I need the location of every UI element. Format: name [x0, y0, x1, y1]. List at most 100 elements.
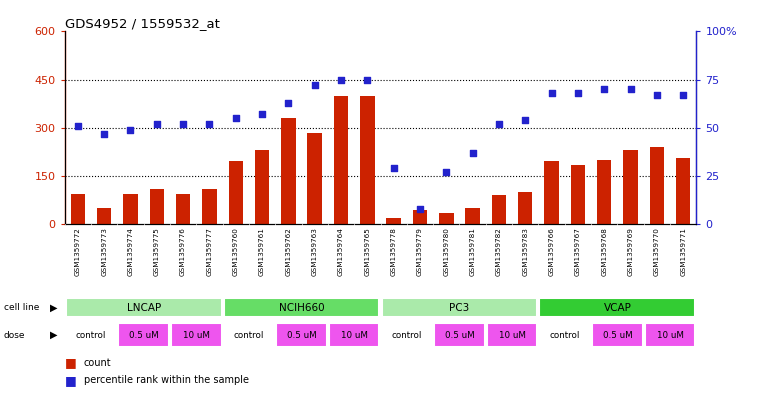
- Point: [651, 92, 663, 98]
- Text: GSM1359769: GSM1359769: [628, 228, 633, 276]
- Point: [598, 86, 610, 92]
- Bar: [71, 193, 85, 224]
- Text: ■: ■: [65, 374, 76, 387]
- Bar: [518, 192, 533, 224]
- Bar: [123, 193, 138, 224]
- Text: 0.5 uM: 0.5 uM: [444, 331, 474, 340]
- Bar: [540, 298, 696, 317]
- Text: GSM1359771: GSM1359771: [680, 228, 686, 276]
- Text: GSM1359778: GSM1359778: [390, 228, 396, 276]
- Bar: [329, 323, 380, 347]
- Text: GSM1359763: GSM1359763: [312, 228, 317, 276]
- Text: control: control: [76, 331, 107, 340]
- Text: 0.5 uM: 0.5 uM: [129, 331, 158, 340]
- Text: GDS4952 / 1559532_at: GDS4952 / 1559532_at: [65, 17, 220, 30]
- Bar: [492, 195, 506, 224]
- Text: GSM1359777: GSM1359777: [206, 228, 212, 276]
- Bar: [387, 218, 401, 224]
- Bar: [119, 323, 169, 347]
- Text: NCIH660: NCIH660: [279, 303, 324, 312]
- Text: ▶: ▶: [49, 303, 57, 312]
- Text: 10 uM: 10 uM: [183, 331, 210, 340]
- Point: [677, 92, 689, 98]
- Point: [466, 150, 479, 156]
- Text: GSM1359768: GSM1359768: [601, 228, 607, 276]
- Bar: [171, 323, 221, 347]
- Text: VCAP: VCAP: [603, 303, 632, 312]
- Point: [98, 130, 110, 137]
- Text: 10 uM: 10 uM: [341, 331, 368, 340]
- Bar: [592, 323, 642, 347]
- Text: control: control: [549, 331, 580, 340]
- Bar: [571, 165, 585, 224]
- Bar: [381, 298, 537, 317]
- Bar: [97, 208, 111, 224]
- Text: GSM1359780: GSM1359780: [444, 228, 449, 276]
- Point: [151, 121, 163, 127]
- Text: GSM1359774: GSM1359774: [128, 228, 133, 276]
- Text: GSM1359781: GSM1359781: [470, 228, 476, 276]
- Point: [519, 117, 531, 123]
- Bar: [276, 323, 326, 347]
- Text: GSM1359772: GSM1359772: [75, 228, 81, 276]
- Text: GSM1359773: GSM1359773: [101, 228, 107, 276]
- Bar: [65, 298, 221, 317]
- Point: [72, 123, 84, 129]
- Bar: [281, 118, 295, 224]
- Text: 0.5 uM: 0.5 uM: [603, 331, 632, 340]
- Bar: [360, 95, 374, 224]
- Point: [625, 86, 637, 92]
- Point: [282, 99, 295, 106]
- Text: GSM1359776: GSM1359776: [180, 228, 186, 276]
- Text: GSM1359761: GSM1359761: [259, 228, 265, 276]
- Bar: [334, 95, 349, 224]
- Point: [546, 90, 558, 96]
- Bar: [224, 323, 274, 347]
- Bar: [439, 213, 454, 224]
- Text: 0.5 uM: 0.5 uM: [287, 331, 317, 340]
- Point: [387, 165, 400, 171]
- Bar: [228, 162, 243, 224]
- Bar: [202, 189, 217, 224]
- Point: [440, 169, 452, 175]
- Point: [572, 90, 584, 96]
- Text: 10 uM: 10 uM: [498, 331, 526, 340]
- Text: GSM1359765: GSM1359765: [365, 228, 371, 276]
- Point: [124, 127, 136, 133]
- Bar: [676, 158, 690, 224]
- Text: control: control: [234, 331, 264, 340]
- Point: [177, 121, 189, 127]
- Bar: [466, 208, 480, 224]
- Text: GSM1359764: GSM1359764: [338, 228, 344, 276]
- Bar: [176, 193, 190, 224]
- Bar: [487, 323, 537, 347]
- Point: [230, 115, 242, 121]
- Text: cell line: cell line: [4, 303, 39, 312]
- Bar: [224, 298, 380, 317]
- Bar: [540, 323, 590, 347]
- Bar: [597, 160, 611, 224]
- Text: GSM1359767: GSM1359767: [575, 228, 581, 276]
- Point: [361, 76, 374, 83]
- Bar: [65, 323, 116, 347]
- Text: GSM1359766: GSM1359766: [549, 228, 555, 276]
- Text: 10 uM: 10 uM: [657, 331, 683, 340]
- Text: ▶: ▶: [49, 330, 57, 340]
- Text: PC3: PC3: [449, 303, 470, 312]
- Text: count: count: [84, 358, 111, 367]
- Bar: [650, 147, 664, 224]
- Text: GSM1359779: GSM1359779: [417, 228, 423, 276]
- Text: percentile rank within the sample: percentile rank within the sample: [84, 375, 249, 385]
- Text: GSM1359783: GSM1359783: [522, 228, 528, 276]
- Text: GSM1359760: GSM1359760: [233, 228, 239, 276]
- Bar: [544, 162, 559, 224]
- Bar: [623, 150, 638, 224]
- Bar: [307, 132, 322, 224]
- Bar: [645, 323, 696, 347]
- Point: [256, 111, 268, 118]
- Point: [203, 121, 215, 127]
- Text: GSM1359770: GSM1359770: [654, 228, 660, 276]
- Text: GSM1359775: GSM1359775: [154, 228, 160, 276]
- Point: [335, 76, 347, 83]
- Bar: [381, 323, 432, 347]
